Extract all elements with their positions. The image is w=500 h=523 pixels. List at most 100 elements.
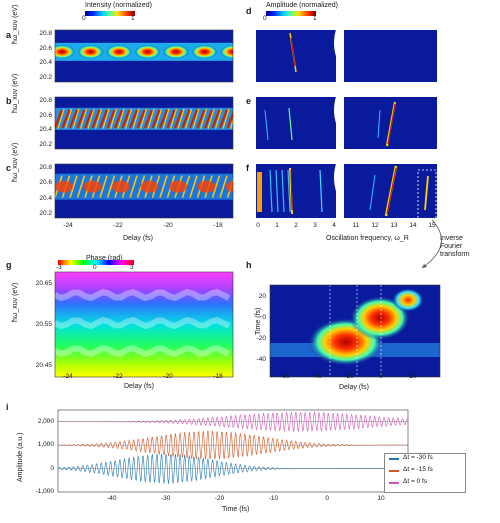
colorbar-phase-min: -3 bbox=[56, 264, 62, 271]
feature bbox=[264, 109, 269, 141]
feature bbox=[269, 169, 273, 213]
ytick-b: 20.2 bbox=[39, 141, 52, 148]
fringe-edge bbox=[177, 108, 185, 130]
feature bbox=[287, 169, 291, 213]
feature bbox=[290, 169, 293, 211]
ift-line3: transform bbox=[440, 251, 470, 258]
fringe-edge bbox=[132, 108, 140, 130]
ytick-b: 20.8 bbox=[39, 97, 52, 104]
colorbar-intensity bbox=[85, 11, 135, 16]
xtick-f-right: 13 bbox=[390, 222, 398, 229]
panel-label-h: h bbox=[246, 260, 252, 270]
fringe bbox=[129, 175, 138, 198]
fringe-edge bbox=[109, 108, 118, 130]
ytick-a: 20.2 bbox=[39, 74, 52, 81]
feature bbox=[288, 107, 293, 141]
xtick-c: -22 bbox=[113, 222, 123, 229]
intensity-blob bbox=[220, 44, 233, 59]
feature bbox=[319, 169, 323, 213]
spectrum-left bbox=[256, 30, 336, 82]
spectrum-e bbox=[256, 96, 437, 150]
fringe bbox=[136, 109, 146, 129]
xtick-g: -20 bbox=[163, 373, 173, 380]
fringe-edge bbox=[124, 108, 133, 130]
xtick-h: -40 bbox=[312, 373, 322, 380]
xlabel-h: Delay (fs) bbox=[339, 384, 369, 391]
ift-line1: Inverse bbox=[440, 235, 463, 242]
fringe-edge bbox=[72, 108, 80, 130]
fringe bbox=[106, 109, 116, 129]
fringe-edge bbox=[117, 108, 125, 130]
xlabel-c: Delay (fs) bbox=[123, 235, 153, 242]
xtick-f-left: 2 bbox=[294, 222, 298, 229]
feature bbox=[424, 175, 429, 211]
fringe bbox=[91, 109, 101, 129]
fringe bbox=[219, 175, 228, 198]
intensity-blob bbox=[112, 180, 130, 193]
fringe-edge bbox=[64, 108, 73, 130]
fringe-edge bbox=[102, 108, 110, 130]
colorbar-amplitude-label: Amplitude (normalized) bbox=[266, 2, 338, 9]
ytick-c: 20.4 bbox=[39, 194, 52, 202]
intensity-blob bbox=[197, 180, 216, 193]
feature bbox=[281, 169, 285, 213]
ylabel-i: Amplitude (a.u.) bbox=[17, 432, 24, 482]
ytick-c: 20.6 bbox=[39, 179, 52, 187]
xtick-h: -20 bbox=[344, 373, 354, 380]
colorbar-amplitude-max: 1 bbox=[313, 15, 317, 22]
frame bbox=[54, 163, 234, 219]
fringe bbox=[143, 109, 154, 129]
phase-ripple bbox=[53, 316, 231, 330]
frame bbox=[54, 271, 234, 378]
ytick-b: 20.4 bbox=[39, 126, 52, 134]
colorbar-phase-max: 3 bbox=[130, 264, 134, 271]
ift-arrowhead bbox=[422, 264, 427, 268]
feature bbox=[275, 169, 279, 213]
fringe bbox=[99, 175, 108, 198]
ytick-a: 20.4 bbox=[39, 59, 52, 67]
fringe bbox=[226, 110, 233, 129]
xtick-f-left: 3 bbox=[313, 222, 317, 229]
fringe bbox=[211, 109, 221, 129]
xtick-i: -10 bbox=[268, 495, 279, 502]
frame-i bbox=[57, 409, 409, 493]
xtick-i: -20 bbox=[214, 495, 225, 502]
panel-label-f: f bbox=[246, 163, 249, 173]
xtick-h: -60 bbox=[280, 373, 290, 380]
xtick-g: -18 bbox=[213, 373, 223, 380]
ytick-c: 20.8 bbox=[39, 164, 52, 171]
spectrum-left bbox=[256, 164, 336, 218]
ytick-i: -1,000 bbox=[35, 488, 54, 495]
fringe bbox=[151, 109, 161, 129]
fringe bbox=[61, 109, 71, 129]
fringe-edge bbox=[139, 108, 148, 130]
spectrum-right bbox=[344, 30, 437, 82]
trace-1 bbox=[58, 430, 408, 460]
xtick-f-right: 14 bbox=[409, 222, 417, 229]
feature bbox=[386, 167, 397, 215]
ylabel-b: ħω_xuv (eV) bbox=[12, 73, 19, 113]
traces bbox=[58, 411, 408, 484]
frame bbox=[54, 29, 234, 83]
ytick-g: 20.65 bbox=[35, 280, 52, 287]
fringe bbox=[166, 109, 176, 129]
feature bbox=[387, 103, 396, 145]
fringe bbox=[203, 109, 214, 129]
fringe-edge bbox=[154, 108, 163, 130]
panel-label-g: g bbox=[6, 260, 12, 270]
fringe-edge bbox=[184, 108, 193, 130]
fringe bbox=[128, 109, 139, 129]
panel-label-c: c bbox=[6, 163, 12, 173]
fringe-edge bbox=[162, 108, 170, 130]
xtick-h: 0 bbox=[379, 373, 383, 380]
fringe bbox=[158, 109, 169, 129]
xtick-f-left: 1 bbox=[275, 222, 279, 229]
fringe-edge bbox=[222, 108, 230, 130]
xlabel-g: Delay (fs) bbox=[124, 383, 154, 390]
ytick-i: 0 bbox=[50, 464, 54, 472]
fringe bbox=[196, 109, 206, 129]
intensity-blob bbox=[169, 180, 187, 193]
intensity-blob bbox=[140, 180, 159, 193]
panel-label-e: e bbox=[246, 96, 252, 106]
fringe bbox=[98, 109, 109, 129]
